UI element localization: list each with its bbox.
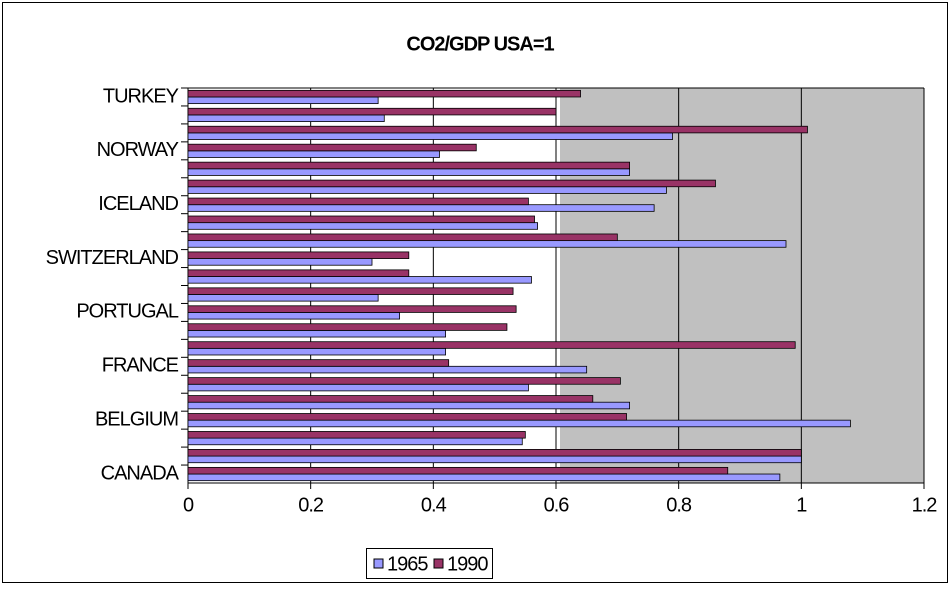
bar bbox=[187, 431, 526, 439]
bar bbox=[187, 413, 627, 421]
y-tick-label: ICELAND bbox=[98, 193, 178, 215]
bar bbox=[187, 233, 618, 242]
bar bbox=[187, 168, 631, 176]
y-tick-label: BELGIUM bbox=[95, 408, 178, 430]
bar bbox=[187, 437, 523, 446]
legend-label: 1990 bbox=[447, 553, 488, 575]
bar bbox=[187, 114, 385, 122]
bar bbox=[187, 329, 447, 338]
bar bbox=[187, 347, 447, 356]
bar bbox=[187, 150, 440, 158]
bar bbox=[187, 96, 379, 105]
bar bbox=[187, 179, 716, 188]
bar bbox=[187, 276, 532, 284]
bar bbox=[187, 240, 787, 248]
y-tick-label: FRANCE bbox=[102, 355, 179, 377]
bar bbox=[187, 107, 557, 116]
bar bbox=[187, 312, 401, 320]
bar bbox=[187, 161, 631, 170]
bar bbox=[187, 125, 808, 134]
bar bbox=[187, 258, 373, 266]
bar bbox=[187, 287, 514, 295]
bar bbox=[187, 305, 517, 313]
y-tick-label: PORTUGAL bbox=[76, 301, 179, 323]
bar bbox=[187, 186, 667, 194]
bar bbox=[187, 383, 529, 392]
bar bbox=[187, 204, 655, 212]
bar bbox=[187, 89, 581, 98]
bar bbox=[187, 294, 379, 302]
bar bbox=[187, 377, 621, 385]
bar bbox=[187, 132, 673, 140]
bar bbox=[187, 251, 410, 259]
chart-title: CO2/GDP USA=1 bbox=[406, 33, 554, 55]
x-tick-label: 0.2 bbox=[298, 494, 324, 516]
bar bbox=[187, 401, 631, 410]
y-tick-label: CANADA bbox=[101, 462, 180, 484]
bar bbox=[187, 473, 781, 482]
bar bbox=[187, 323, 508, 331]
bar bbox=[187, 269, 410, 277]
bar bbox=[187, 222, 539, 230]
bar bbox=[187, 215, 535, 224]
bar bbox=[187, 365, 588, 374]
legend-swatch bbox=[433, 558, 444, 569]
bar bbox=[187, 395, 594, 403]
legend: 1965 1990 bbox=[366, 548, 493, 579]
y-tick-label: NORWAY bbox=[97, 139, 179, 161]
bar bbox=[187, 359, 450, 367]
y-tick-label: SWITZERLAND bbox=[46, 247, 179, 269]
x-tick-label: 0.4 bbox=[421, 494, 447, 516]
y-tick-label: TURKEY bbox=[103, 85, 179, 107]
bar bbox=[187, 197, 529, 206]
legend-swatch bbox=[373, 558, 384, 569]
bar bbox=[187, 466, 729, 475]
x-tick-label: 0.8 bbox=[666, 494, 692, 516]
x-tick-label: 1.2 bbox=[912, 494, 938, 516]
bar bbox=[187, 143, 477, 152]
bar bbox=[187, 419, 851, 428]
bar bbox=[187, 449, 802, 457]
x-tick-label: 0.6 bbox=[544, 494, 570, 516]
bar bbox=[187, 455, 802, 464]
x-tick-label: 1 bbox=[796, 494, 807, 516]
legend-label: 1965 bbox=[387, 553, 428, 575]
bar bbox=[187, 341, 796, 349]
x-tick-label: 0 bbox=[183, 494, 194, 516]
legend-box bbox=[366, 548, 493, 579]
